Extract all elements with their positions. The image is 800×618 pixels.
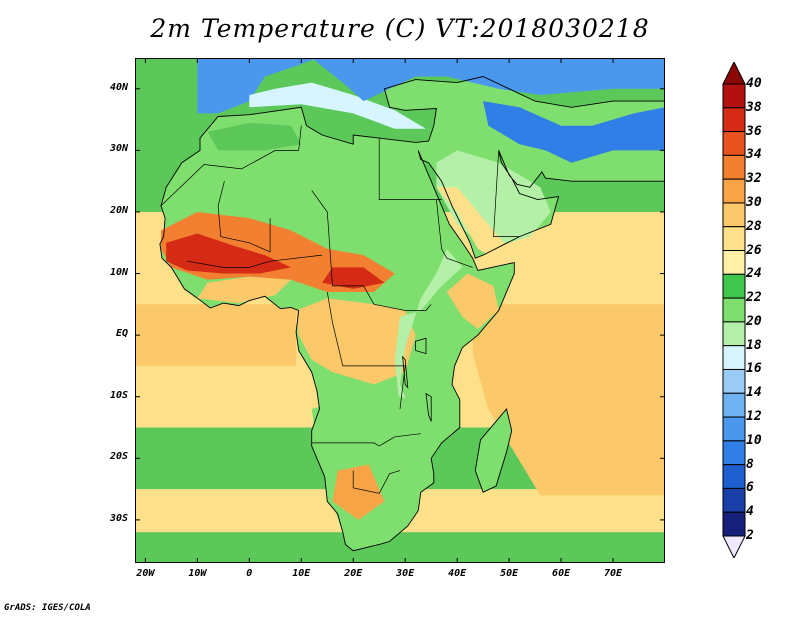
colorbar-level-label: 38 (746, 99, 762, 115)
lat-tick-label: 30S (109, 512, 128, 524)
chad-hot-core (322, 267, 385, 289)
iran-plateau-cold (483, 101, 665, 163)
map-frame (135, 58, 665, 563)
colorbar-swatch (722, 345, 746, 370)
central-africa-warm (296, 298, 416, 385)
map-area (135, 58, 665, 563)
colorbar-level-label: 12 (746, 409, 762, 425)
guinea-coast-warm (197, 276, 291, 304)
chart-title: 2m Temperature (C) VT:2018030218 (150, 14, 650, 43)
country-border-10 (493, 150, 520, 237)
turkey-caucasus-cold (311, 58, 665, 102)
iberia-europe-cold (197, 58, 317, 114)
country-border-6 (311, 433, 421, 447)
lake-outline-0 (415, 337, 427, 355)
lon-tick-label: 40E (448, 568, 467, 579)
country-border-2 (311, 190, 364, 287)
mediterranean (249, 82, 426, 129)
continent-coastline (159, 76, 665, 552)
colorbar-level-label: 40 (746, 76, 762, 91)
lat-tick-label: 20N (109, 204, 128, 216)
colorbar-level-label: 4 (746, 504, 754, 520)
country-border-8 (186, 254, 323, 268)
temperature-map (135, 58, 665, 563)
red-sea-coast-warm (436, 187, 510, 256)
country-border-1 (217, 181, 271, 253)
indian-ocean-warm (472, 304, 665, 496)
colorbar-level-label: 16 (746, 361, 762, 377)
temperature-field (135, 58, 665, 563)
country-border-3 (378, 138, 442, 200)
lon-tick-label: 20E (344, 568, 363, 579)
colorbar-swatch (722, 368, 746, 394)
atlas-cool (207, 122, 302, 151)
lon-tick-label: 10E (292, 568, 311, 579)
lon-tick-label: 20W (136, 568, 155, 579)
lake-outline-2 (425, 392, 432, 422)
colorbar-level-label: 36 (746, 123, 762, 139)
colorbar-swatch (722, 83, 746, 109)
colorbar-swatch (722, 297, 746, 323)
colorbar-level-label: 32 (746, 171, 762, 187)
lon-tick-label: 0 (246, 568, 253, 579)
colorbar-swatch (722, 487, 746, 513)
lon-tick-label: 10W (188, 568, 207, 579)
colorbar-swatch (722, 154, 746, 180)
colorbar-min-triangle (722, 535, 746, 558)
colorbar-level-label: 26 (746, 242, 762, 258)
colorbar-swatch (722, 273, 746, 299)
colorbar-level-label: 10 (746, 432, 762, 448)
colorbar-swatch (722, 226, 746, 252)
lake-outline-1 (402, 355, 409, 389)
axis-ticks (135, 58, 665, 563)
colorbar-swatch (722, 202, 746, 228)
east-highlands (394, 248, 463, 446)
credit-text: GrADS: IGES/COLA (4, 603, 91, 613)
colorbar-swatch (722, 416, 746, 442)
colorbar-level-label: 24 (746, 266, 762, 282)
lon-tick-label: 30E (396, 568, 415, 579)
horn-warm (446, 273, 499, 329)
colorbar-level-label: 18 (746, 337, 762, 353)
lat-tick-label: 40N (109, 81, 128, 93)
lon-tick-label: 70E (604, 568, 623, 579)
colorbar-level-label: 30 (746, 194, 762, 210)
lat-tick-label: 30N (109, 143, 128, 155)
colorbar-level-label: 6 (746, 480, 754, 496)
colorbar-level-label: 14 (746, 385, 762, 401)
colorbar-level-label: 2 (746, 528, 754, 543)
colorbar-level-label: 28 (746, 218, 762, 234)
gulf-guinea-warm (135, 304, 297, 366)
lon-tick-label: 60E (552, 568, 571, 579)
country-border-7 (352, 470, 401, 494)
lat-tick-label: 10S (109, 389, 128, 401)
colorbar (722, 62, 746, 558)
colorbar-level-label: 22 (746, 290, 762, 306)
colorbar-max-triangle (722, 62, 746, 85)
sahel-hot-core (166, 233, 291, 274)
country-border-9 (436, 199, 473, 268)
colorbar-level-label: 34 (746, 147, 762, 163)
colorbar-swatch (722, 131, 746, 156)
lat-tick-label: 20S (109, 451, 128, 463)
colorbar-swatch (722, 440, 746, 466)
madagascar (474, 408, 513, 493)
kalahari-warm (332, 464, 385, 520)
country-border-4 (326, 291, 406, 410)
colorbar-swatch (722, 392, 746, 418)
lat-tick-label: EQ (115, 328, 128, 340)
colorbar-swatch (722, 321, 746, 347)
colorbar-swatch (722, 511, 746, 537)
country-border-0 (160, 125, 302, 207)
colorbar-swatch (722, 178, 746, 204)
coastline-layer (159, 76, 665, 552)
colorbar-level-label: 8 (746, 456, 754, 472)
colorbar-swatch (722, 107, 746, 133)
lat-tick-label: 10N (109, 266, 128, 278)
country-border-5 (363, 285, 432, 311)
colorbar-swatch (722, 464, 746, 489)
colorbar-level-label: 20 (746, 313, 762, 329)
lon-tick-label: 50E (500, 568, 519, 579)
colorbar-swatch (722, 250, 746, 275)
